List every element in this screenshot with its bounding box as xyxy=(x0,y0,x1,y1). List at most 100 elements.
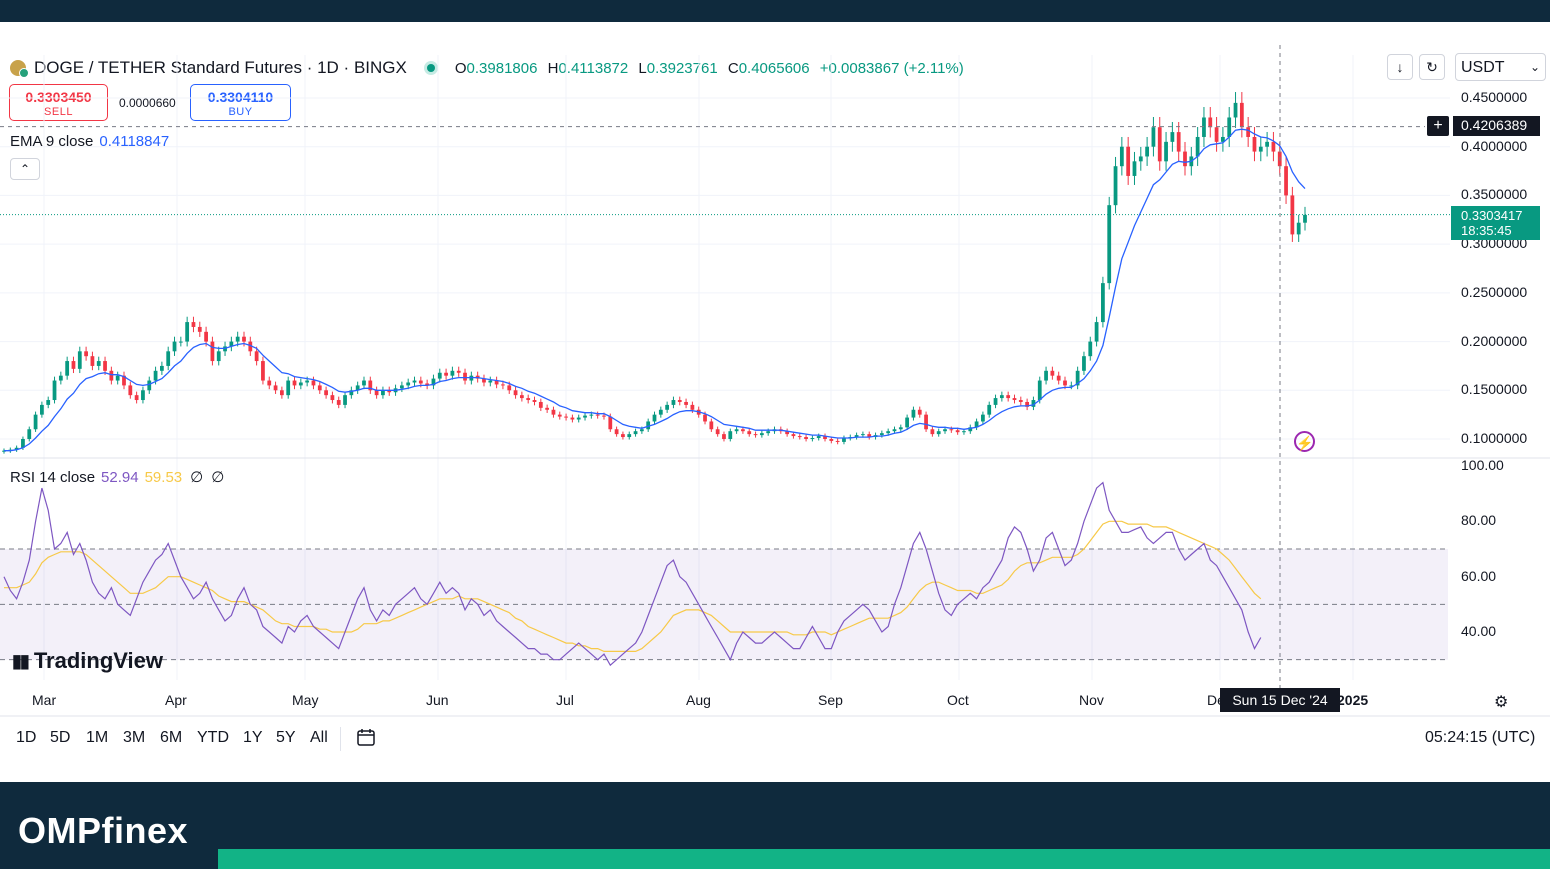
candle-body xyxy=(791,434,796,437)
symbol-title[interactable]: DOGE / TETHER Standard Futures · 1D · BI… xyxy=(34,58,407,77)
candle-body xyxy=(84,351,88,357)
lightning-icon[interactable]: ⚡ xyxy=(1294,431,1315,452)
time-axis-label: Oct xyxy=(947,692,969,708)
timeframe-button-6m[interactable]: 6M xyxy=(160,729,183,746)
gear-icon[interactable]: ⚙ xyxy=(1494,694,1509,711)
candle-body xyxy=(955,430,960,433)
candle-body xyxy=(147,380,152,391)
crosshair-price-tag: 0.4206389 xyxy=(1453,116,1540,136)
timeframe-button-all[interactable]: All xyxy=(310,729,328,746)
candle-body xyxy=(1208,117,1213,128)
candle-body xyxy=(134,395,139,401)
candle-body xyxy=(1183,151,1187,167)
currency-select[interactable]: USDT ⌄ xyxy=(1455,53,1546,81)
rsi-legend[interactable]: RSI 14 close 52.94 59.53 ∅ ∅ xyxy=(10,468,224,486)
timeframe-button-5y[interactable]: 5Y xyxy=(276,729,296,746)
candle-body xyxy=(27,429,32,439)
refresh-icon[interactable]: ↻ xyxy=(1419,54,1445,80)
candle-body xyxy=(1214,127,1219,142)
candle-body xyxy=(418,380,423,384)
candle-body xyxy=(646,421,651,430)
candle-body xyxy=(1075,370,1080,386)
candle-body xyxy=(930,429,935,435)
candle-body xyxy=(488,380,493,383)
candle-body xyxy=(185,322,190,342)
candle-body xyxy=(412,380,417,383)
tradingview-logo-icon: ▮▮ xyxy=(12,650,30,671)
candle-body xyxy=(570,417,575,420)
candle-body xyxy=(216,351,221,362)
add-alert-icon[interactable]: + xyxy=(1427,116,1449,136)
last-price-tag: 0.3303417 18:35:45 xyxy=(1451,206,1540,240)
ema-line xyxy=(4,128,1306,452)
ohlc-open-value: 0.3981806 xyxy=(466,59,538,77)
chevron-down-icon: ⌄ xyxy=(1529,60,1540,74)
candle-body xyxy=(551,409,556,415)
candle-body xyxy=(898,427,903,430)
candle-body xyxy=(166,351,171,366)
candle-body xyxy=(1265,141,1269,147)
tradingview-logo[interactable]: ▮▮ TradingView xyxy=(12,648,163,674)
price-axis-label: 0.1000000 xyxy=(1461,430,1528,446)
candle-body xyxy=(52,380,57,401)
ema-legend[interactable]: EMA 9 close 0.4118847 xyxy=(10,133,169,150)
candle-body xyxy=(677,400,682,402)
timeframe-button-ytd[interactable]: YTD xyxy=(197,729,229,746)
candle-body xyxy=(109,370,114,381)
candle-body xyxy=(248,341,253,352)
candle-body xyxy=(867,434,872,438)
candle-body xyxy=(494,380,499,385)
date-range-icon[interactable] xyxy=(356,727,376,747)
timeframe-button-1d[interactable]: 1D xyxy=(16,729,37,746)
candle-body xyxy=(1107,205,1112,284)
candle-body xyxy=(671,400,676,405)
utc-clock[interactable]: 05:24:15 (UTC) xyxy=(1425,729,1536,746)
candle-body xyxy=(122,375,126,386)
time-axis-label: Aug xyxy=(686,692,711,708)
candle-body xyxy=(854,435,859,438)
candle-body xyxy=(538,401,543,408)
rsi-label: RSI 14 close xyxy=(10,469,96,486)
sell-button[interactable]: 0.3303450 SELL xyxy=(9,84,108,121)
price-chart[interactable] xyxy=(0,40,1550,720)
ema-value: 0.4118847 xyxy=(99,133,170,150)
candle-body xyxy=(519,395,524,399)
candle-body xyxy=(235,336,240,342)
timeframe-button-5d[interactable]: 5D xyxy=(50,729,71,746)
download-icon[interactable]: ↓ xyxy=(1387,54,1413,80)
candle-body xyxy=(305,380,310,383)
candle-body xyxy=(178,341,183,343)
ohlc-close-value: 0.4065606 xyxy=(738,59,810,77)
candle-body xyxy=(501,384,505,386)
candle-body xyxy=(349,390,354,396)
candle-body xyxy=(785,431,790,435)
candle-body xyxy=(564,416,568,418)
candle-body xyxy=(387,390,392,393)
buy-button[interactable]: 0.3304110 BUY xyxy=(190,84,291,121)
time-axis-label: May xyxy=(292,692,319,708)
candle-body xyxy=(1126,146,1131,176)
candle-body xyxy=(330,395,335,401)
candle-body xyxy=(21,439,25,448)
candle-body xyxy=(381,390,385,396)
timeframe-button-3m[interactable]: 3M xyxy=(123,729,146,746)
buy-label: BUY xyxy=(228,106,253,118)
brand-accent-bar xyxy=(218,849,1550,869)
candle-body xyxy=(191,322,196,327)
candle-body xyxy=(665,404,670,410)
time-axis-label: Jul xyxy=(556,692,574,708)
rsi-extra-1: ∅ xyxy=(190,469,204,486)
ohlc-close-label: C xyxy=(727,59,739,77)
candle-body xyxy=(317,385,322,391)
candle-body xyxy=(463,372,467,381)
rsi-axis-label: 60.00 xyxy=(1461,567,1497,584)
candle-body xyxy=(103,361,107,371)
chevron-up-icon[interactable]: ⌃ xyxy=(10,158,40,180)
candle-body xyxy=(431,378,436,386)
candle-body xyxy=(298,382,303,386)
candle-body xyxy=(1170,132,1175,142)
ohlc-change: +0.0083867 (+2.11%) xyxy=(819,59,964,77)
candle-body xyxy=(1157,127,1162,162)
timeframe-button-1y[interactable]: 1Y xyxy=(243,729,263,746)
timeframe-button-1m[interactable]: 1M xyxy=(86,729,109,746)
